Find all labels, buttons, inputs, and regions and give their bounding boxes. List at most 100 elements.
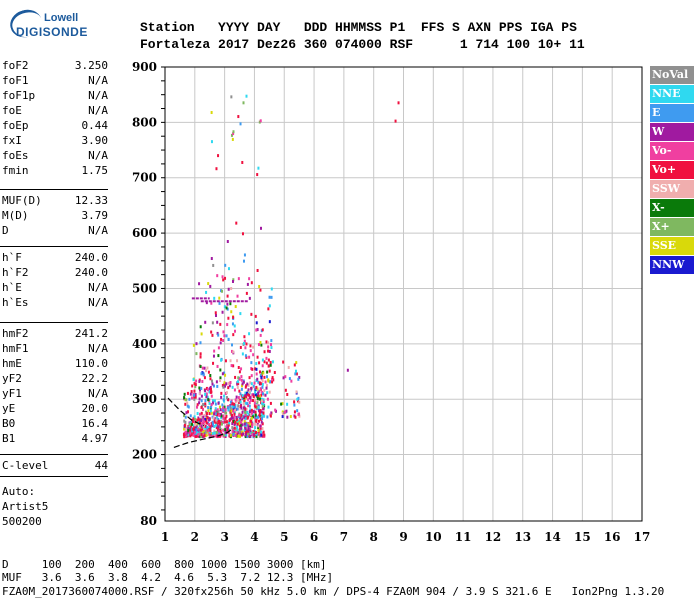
data-point	[200, 372, 203, 376]
data-point	[225, 396, 228, 400]
data-point	[261, 392, 264, 396]
data-point	[269, 363, 272, 367]
data-point	[294, 415, 297, 419]
data-point	[211, 379, 214, 383]
data-point	[195, 428, 198, 432]
data-point	[200, 399, 203, 403]
data-point	[263, 375, 266, 379]
data-point	[233, 422, 236, 426]
y-tick-label: 500	[132, 281, 157, 295]
data-point	[221, 275, 224, 279]
scaled-group: h`F 240.0 h`F2 240.0 h`E N/A h`Es N/A	[2, 250, 108, 310]
data-point	[213, 429, 216, 433]
data-point	[210, 111, 213, 115]
data-point	[246, 282, 249, 286]
data-point	[192, 433, 195, 437]
data-point	[232, 315, 235, 319]
data-point	[214, 402, 217, 406]
header-line2: Fortaleza 2017 Dez26 360 074000 RSF 1 71…	[140, 37, 585, 52]
data-point	[211, 432, 214, 436]
data-point	[260, 433, 263, 437]
data-point	[216, 364, 219, 368]
data-point	[241, 382, 244, 386]
data-point	[294, 369, 297, 373]
data-point	[238, 377, 241, 381]
data-point	[215, 431, 218, 435]
data-point	[242, 432, 245, 436]
data-point	[246, 435, 249, 439]
data-point	[250, 367, 253, 371]
data-point	[188, 422, 191, 426]
data-point	[239, 405, 242, 409]
data-point	[201, 366, 204, 370]
data-point	[231, 279, 234, 283]
scaled-param-fof2: foF2 3.250	[2, 58, 108, 73]
data-point	[191, 418, 194, 422]
data-point	[243, 415, 246, 419]
data-point	[191, 420, 194, 424]
param-name: B0	[2, 417, 16, 430]
data-point	[260, 343, 263, 347]
data-point	[247, 427, 250, 431]
data-point	[228, 428, 231, 432]
data-point	[196, 418, 199, 422]
data-point	[288, 377, 291, 381]
data-point	[210, 257, 213, 261]
data-point	[286, 392, 289, 396]
data-point	[213, 412, 216, 416]
data-point	[212, 416, 215, 420]
param-name: h`E	[2, 281, 22, 294]
data-point	[261, 364, 264, 368]
data-point	[199, 365, 202, 369]
legend-item-noval: NoVal	[650, 66, 694, 85]
data-point	[260, 420, 263, 424]
data-point	[238, 389, 241, 393]
data-point	[290, 379, 293, 383]
data-point	[249, 424, 252, 428]
data-point	[230, 310, 233, 314]
data-point	[256, 395, 259, 399]
data-point	[236, 359, 239, 363]
legend-item-e: E	[650, 104, 694, 123]
data-point	[234, 398, 237, 402]
data-point	[225, 414, 228, 418]
data-point	[270, 346, 273, 350]
data-point	[201, 435, 204, 439]
data-point	[220, 395, 223, 399]
data-point	[211, 333, 214, 337]
data-point	[206, 416, 209, 420]
data-point	[194, 423, 197, 427]
data-point	[222, 278, 225, 282]
autoscaling-info: Auto: Artist5 500200	[2, 484, 48, 529]
data-point	[244, 393, 247, 397]
data-point	[216, 274, 219, 278]
data-point	[249, 398, 252, 402]
param-name: foEp	[2, 119, 29, 132]
data-point	[250, 419, 253, 423]
data-point	[223, 381, 226, 385]
data-point	[213, 424, 216, 428]
data-point	[285, 409, 288, 413]
data-point	[252, 399, 255, 403]
y-tick-label: 600	[132, 226, 157, 240]
logo-line1: Lowell	[44, 12, 79, 24]
data-point	[223, 334, 226, 338]
data-point	[255, 321, 258, 325]
data-point	[217, 425, 220, 429]
param-name: h`Es	[2, 296, 29, 309]
data-point	[282, 360, 285, 364]
data-point	[247, 423, 250, 427]
data-point	[197, 433, 200, 437]
data-point	[257, 428, 260, 432]
data-point	[184, 420, 187, 424]
data-point	[193, 389, 196, 393]
data-point	[215, 167, 218, 171]
param-value: 44	[94, 459, 108, 472]
data-point	[250, 422, 253, 426]
data-point	[257, 343, 260, 347]
data-point	[254, 413, 257, 417]
lowell-digisonde-logo: Lowell DIGISONDE	[4, 5, 104, 42]
data-point	[198, 397, 201, 401]
data-point	[196, 403, 199, 407]
data-point	[256, 328, 259, 332]
